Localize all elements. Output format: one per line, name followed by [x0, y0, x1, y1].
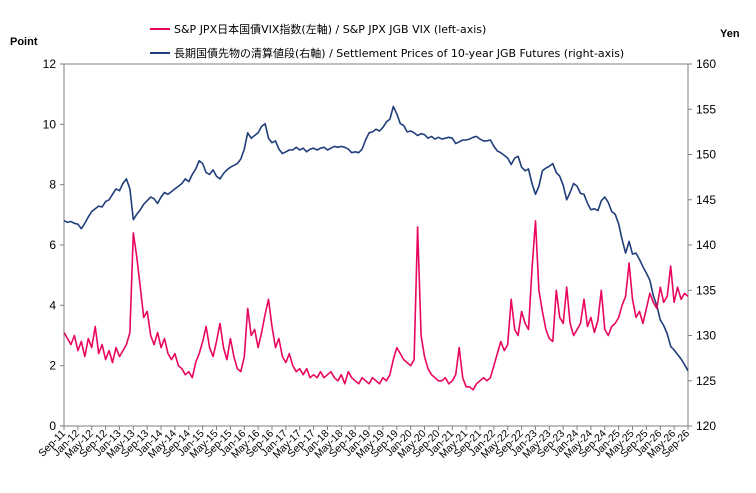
legend-label-vix: S&P JPX日本国債VIX指数(左軸) / S&P JPX JGB VIX (… [174, 22, 486, 36]
right-tick-label: 160 [696, 57, 716, 71]
series-line-futures [63, 105, 689, 372]
right-tick-label: 140 [696, 238, 716, 252]
left-tick-label: 0 [49, 419, 56, 433]
left-axis: 0 2 4 6 8 10 12 [43, 57, 64, 433]
right-tick-label: 155 [696, 102, 716, 116]
left-axis-unit: Point [10, 36, 38, 48]
series-layer [63, 105, 689, 391]
legend-label-futures: 長期国債先物の清算値段(右軸) / Settlement Prices of 1… [174, 46, 624, 60]
right-tick-label: 150 [696, 148, 716, 162]
right-tick-label: 125 [696, 374, 716, 388]
left-tick-label: 12 [43, 57, 57, 71]
left-tick-label: 8 [49, 178, 56, 192]
left-tick-label: 6 [49, 238, 56, 252]
right-axis: 120 125 130 135 140 145 150 155 160 [688, 57, 716, 433]
series-line-vix [63, 220, 689, 391]
x-axis: Sep-11Jan-12May-12Sep-12Jan-13May-13Sep-… [36, 426, 692, 461]
right-tick-label: 135 [696, 283, 716, 297]
legend: S&P JPX日本国債VIX指数(左軸) / S&P JPX JGB VIX (… [150, 22, 624, 60]
right-axis-unit: Yen [720, 28, 740, 40]
left-tick-label: 10 [43, 117, 57, 131]
plot-area [63, 63, 689, 427]
right-tick-label: 130 [696, 329, 716, 343]
left-tick-label: 4 [49, 298, 56, 312]
right-tick-label: 145 [696, 193, 716, 207]
right-tick-label: 120 [696, 419, 716, 433]
left-tick-label: 2 [49, 359, 56, 373]
